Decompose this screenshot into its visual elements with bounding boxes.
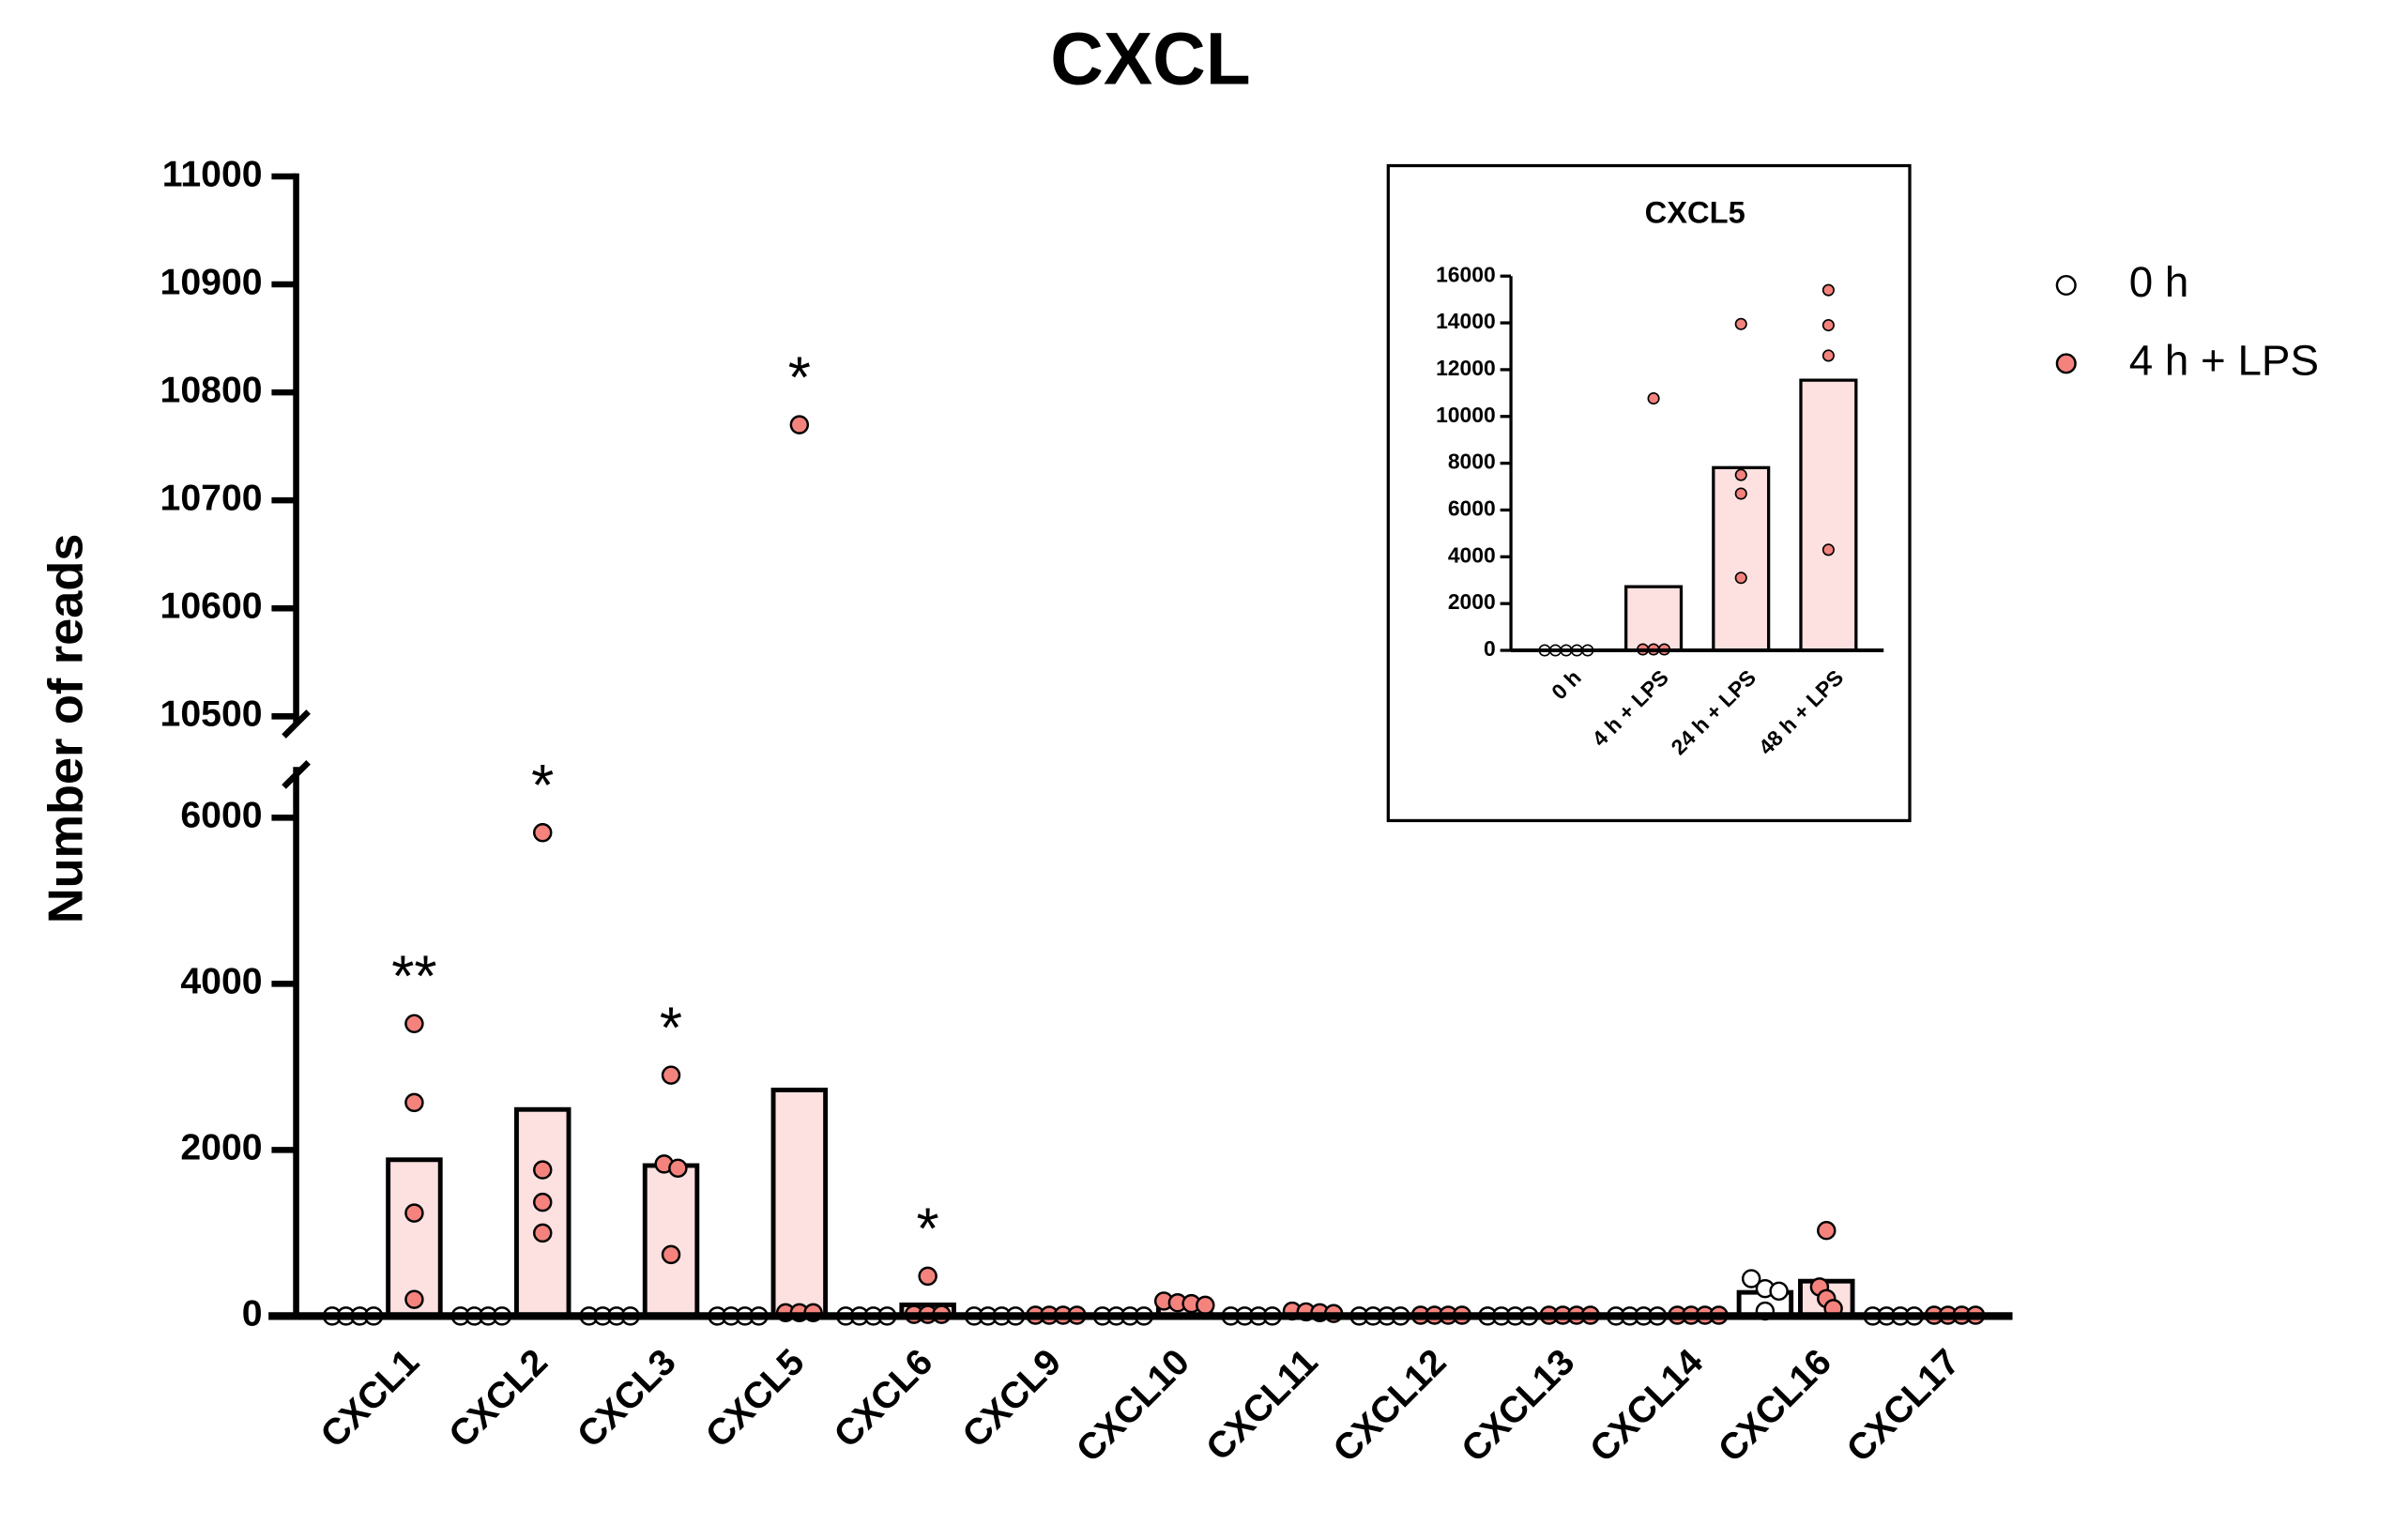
y-tick-label: 10900 <box>160 261 263 302</box>
inset-title: CXCL5 <box>1645 194 1745 229</box>
data-point <box>404 1014 424 1034</box>
significance: ** <box>391 944 436 1009</box>
inset-y-tick-label: 10000 <box>1436 403 1496 427</box>
y-tick-label: 4000 <box>180 961 262 1002</box>
significance: * <box>531 754 554 818</box>
inset-bar <box>1799 378 1858 652</box>
y-tick-label: 10800 <box>160 369 263 410</box>
inset-data-point <box>1821 319 1835 332</box>
inset-bar <box>1624 585 1684 652</box>
significance: * <box>917 1197 939 1262</box>
inset-data-point <box>1821 283 1835 297</box>
legend-label: 4 h + LPS <box>2129 336 2319 384</box>
data-point <box>789 415 810 435</box>
data-point <box>404 1203 424 1223</box>
data-point <box>668 1158 688 1179</box>
y-tick-label: 11000 <box>162 153 263 194</box>
inset-y-tick-label: 12000 <box>1436 356 1496 380</box>
data-point <box>1769 1281 1789 1302</box>
data-point <box>533 1223 553 1243</box>
inset-data-point <box>1821 543 1835 557</box>
inset-y-tick-label: 6000 <box>1448 496 1496 521</box>
inset-y-tick-label: 0 <box>1484 636 1496 661</box>
y-tick-label: 10600 <box>160 586 263 627</box>
inset-y-tick-label: 8000 <box>1448 450 1496 474</box>
inset-data-point <box>1647 392 1660 405</box>
legend-marker <box>2055 353 2077 374</box>
y-tick-label: 10500 <box>160 694 263 735</box>
chart-title: CXCL <box>1050 17 1251 99</box>
inset-y-tick-label: 14000 <box>1436 309 1496 333</box>
inset-data-point <box>1734 317 1747 330</box>
bar <box>770 1087 829 1319</box>
y-tick-label: 0 <box>242 1293 263 1334</box>
inset-data-point <box>1734 468 1747 481</box>
inset-data-point <box>1821 349 1835 362</box>
inset-y-tick-label: 16000 <box>1436 262 1496 286</box>
significance: * <box>788 345 811 410</box>
data-point <box>533 1192 553 1212</box>
data-point <box>918 1266 937 1287</box>
legend-label: 0 h <box>2129 258 2189 306</box>
data-point <box>1196 1295 1215 1316</box>
bar <box>642 1163 700 1319</box>
data-point <box>404 1092 424 1113</box>
y-tick-label: 10700 <box>160 478 263 519</box>
data-point <box>533 1160 553 1180</box>
inset-data-point <box>1734 487 1747 500</box>
data-point <box>1817 1220 1837 1241</box>
axis-break <box>282 709 311 739</box>
data-point <box>404 1289 424 1309</box>
y-tick-label: 2000 <box>180 1127 262 1168</box>
data-point <box>661 1244 681 1265</box>
data-point <box>661 1065 681 1085</box>
data-point <box>1741 1269 1761 1288</box>
y-tick-label: 6000 <box>180 795 262 836</box>
bar <box>513 1106 572 1319</box>
axis-break <box>282 760 311 789</box>
legend-marker <box>2055 274 2077 297</box>
inset-data-point <box>1734 572 1747 585</box>
y-axis-label: Number of reads <box>38 534 93 924</box>
data-point <box>533 823 553 843</box>
inset-y-tick-label: 4000 <box>1448 542 1496 567</box>
significance: * <box>660 996 682 1060</box>
inset-y-tick-label: 2000 <box>1448 589 1496 614</box>
